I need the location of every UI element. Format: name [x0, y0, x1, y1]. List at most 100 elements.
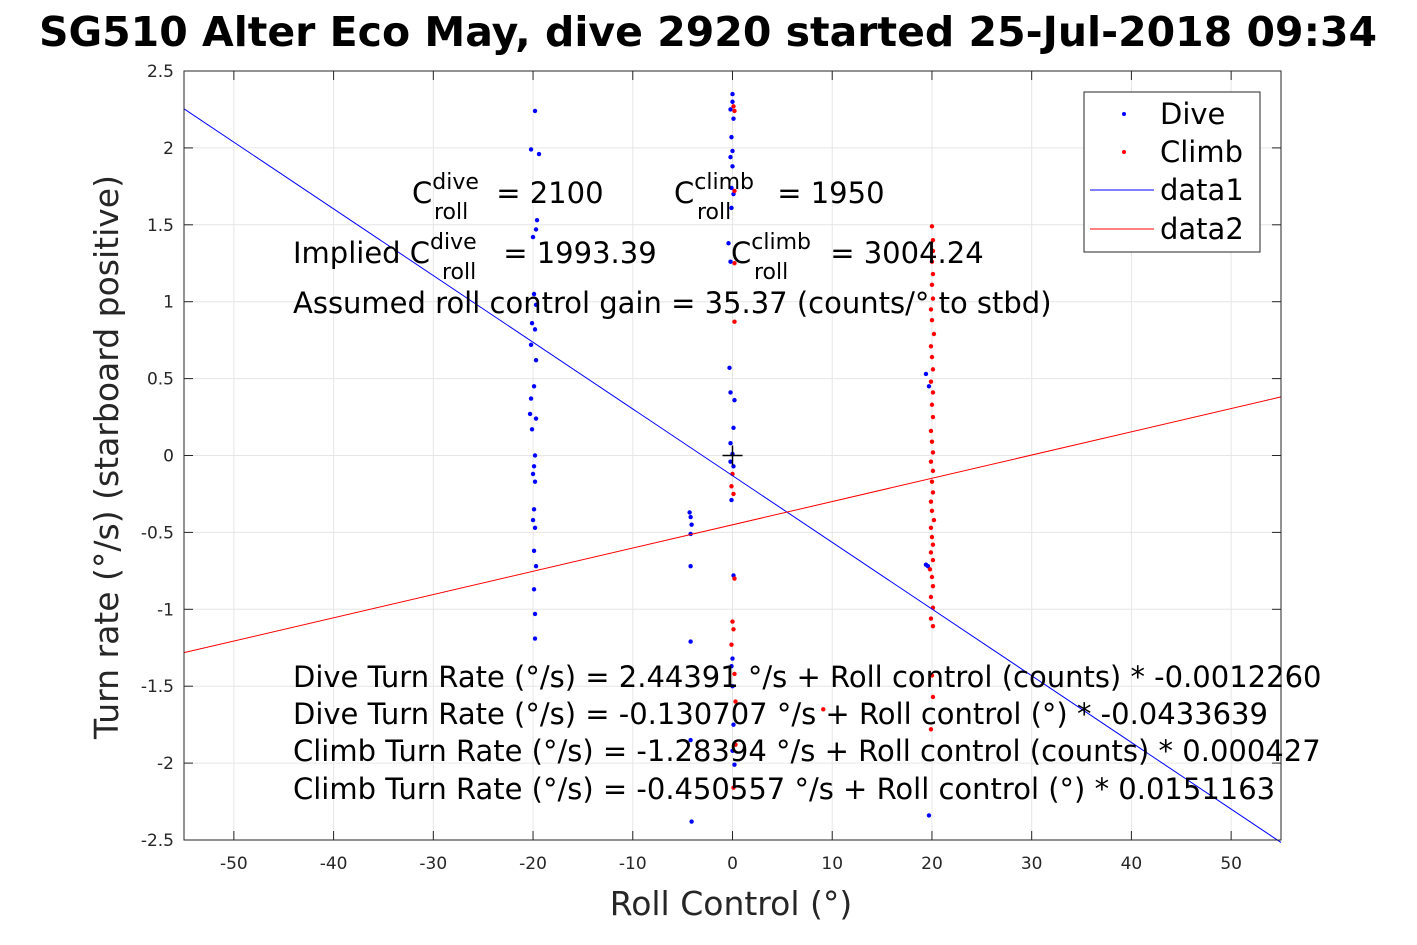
data-point-dive: [688, 639, 693, 644]
data-point-climb: [928, 344, 934, 349]
data-point-dive: [730, 91, 735, 97]
series-layer: [183, 91, 1282, 843]
x-tick-label: -20: [519, 854, 547, 874]
data-point-dive: [534, 217, 540, 223]
data-point-dive: [728, 259, 733, 264]
data-point-dive: [923, 562, 929, 567]
annotation-c-climb-value: = 1950: [768, 176, 885, 210]
data-point-climb: [930, 694, 936, 700]
data-point-climb: [929, 508, 935, 514]
legend-label-data1: data1: [1160, 173, 1244, 207]
y-tick-label: -1: [157, 600, 174, 620]
data-point-climb: [931, 517, 937, 523]
data-point-dive: [533, 416, 539, 421]
y-tick-label: 0: [163, 447, 174, 467]
data-point-dive: [532, 453, 538, 458]
data-point-dive: [532, 636, 538, 641]
data-point-dive: [688, 514, 693, 520]
data-point-climb: [729, 642, 734, 647]
data-point-dive: [726, 241, 731, 246]
data-point-climb: [732, 261, 737, 266]
data-point-dive: [926, 384, 932, 389]
data-point-climb: [730, 619, 735, 624]
data-point-dive: [532, 327, 538, 332]
data-point-dive: [530, 471, 536, 477]
annotation-c-climb: Cclimb roll = 1950: [674, 170, 885, 225]
annotation-c-dive-sup: dive: [432, 170, 479, 195]
equation-climb-degrees: Climb Turn Rate (°/s) = -0.450557 °/s + …: [293, 772, 1275, 806]
x-tick-label: -30: [419, 854, 447, 874]
data-point-climb: [928, 594, 934, 600]
data-point-climb: [930, 296, 936, 301]
data-point-dive: [688, 564, 693, 569]
data-point-climb: [928, 525, 934, 530]
data-point-dive: [728, 459, 733, 464]
x-axis-label: Roll Control (°): [610, 884, 853, 923]
data-point-dive: [731, 116, 736, 121]
data-point-dive: [926, 813, 932, 818]
data-point-climb: [928, 550, 934, 555]
annotation-implied-climb-value: = 3004.24: [821, 236, 984, 270]
y-tick-label: 2: [163, 139, 174, 159]
data-point-dive: [532, 479, 538, 484]
legend-box: [1083, 91, 1261, 253]
equation-dive-degrees: Dive Turn Rate (°/s) = -0.130707 °/s + R…: [293, 697, 1268, 731]
data-point-dive: [732, 762, 737, 767]
data-point-climb: [732, 108, 737, 114]
x-tick-label: -10: [619, 854, 647, 874]
data-point-climb: [928, 727, 934, 732]
y-tick-label: 2.5: [147, 62, 174, 82]
data-point-dive: [730, 748, 735, 753]
data-point-dive: [730, 164, 735, 169]
data-point-climb: [729, 484, 734, 489]
data-point-dive: [532, 525, 538, 530]
data-point-climb: [929, 259, 935, 264]
data-point-climb: [928, 616, 934, 621]
annotation-implied-climb: Cclimb roll = 3004.24: [731, 230, 984, 285]
annotation-implied-dive-value: = 1993.39: [494, 236, 657, 270]
x-tick-label: 30: [1021, 854, 1043, 874]
data-point-climb: [732, 188, 737, 194]
legend-marker-climb: [1122, 150, 1126, 154]
data-point-dive: [729, 205, 734, 211]
data-point-dive: [528, 147, 534, 152]
annotation-roll-gain: Assumed roll control gain = 35.37 (count…: [293, 286, 1052, 320]
data-point-climb: [929, 282, 935, 287]
data-point-dive: [529, 427, 535, 432]
data-point-climb: [930, 557, 936, 563]
data-point-dive: [533, 357, 539, 363]
data-point-dive: [730, 684, 735, 689]
data-point-dive: [730, 99, 735, 104]
legend: Dive Climb data1 data2: [1083, 91, 1261, 253]
data-point-dive: [689, 522, 694, 527]
x-tick-label: 50: [1220, 854, 1242, 874]
y-tick-label: 0.5: [147, 370, 174, 390]
data-point-climb: [929, 574, 935, 580]
equation-dive-counts: Dive Turn Rate (°/s) = 2.44391 °/s + Rol…: [293, 660, 1321, 694]
data-point-dive: [531, 291, 537, 297]
data-point-climb: [930, 271, 936, 277]
y-tick-label: 1.5: [147, 216, 174, 236]
annotation-implied-climb-base: C: [731, 236, 751, 270]
data-point-climb: [930, 542, 936, 547]
y-tick-label: -1.5: [141, 677, 174, 697]
data-point-dive: [730, 656, 735, 661]
annotation-implied-climb-sup: climb: [751, 230, 811, 255]
data-point-dive: [731, 722, 736, 727]
x-tick-label: 20: [921, 854, 943, 874]
data-point-climb: [731, 104, 736, 109]
data-point-dive: [732, 397, 737, 403]
series-line-data2: [183, 396, 1282, 654]
data-point-dive: [728, 154, 733, 160]
data-point-dive: [528, 396, 534, 401]
annotation-c-climb-sub: roll: [697, 200, 731, 225]
data-point-climb: [733, 699, 738, 704]
data-point-dive: [730, 148, 735, 154]
y-tick-label: -2: [157, 754, 174, 774]
data-point-dive: [533, 302, 539, 307]
data-point-dive: [531, 464, 537, 469]
annotation-implied-dive-sub: roll: [442, 260, 476, 285]
data-point-climb: [928, 307, 934, 312]
x-tick-label: -40: [320, 854, 348, 874]
